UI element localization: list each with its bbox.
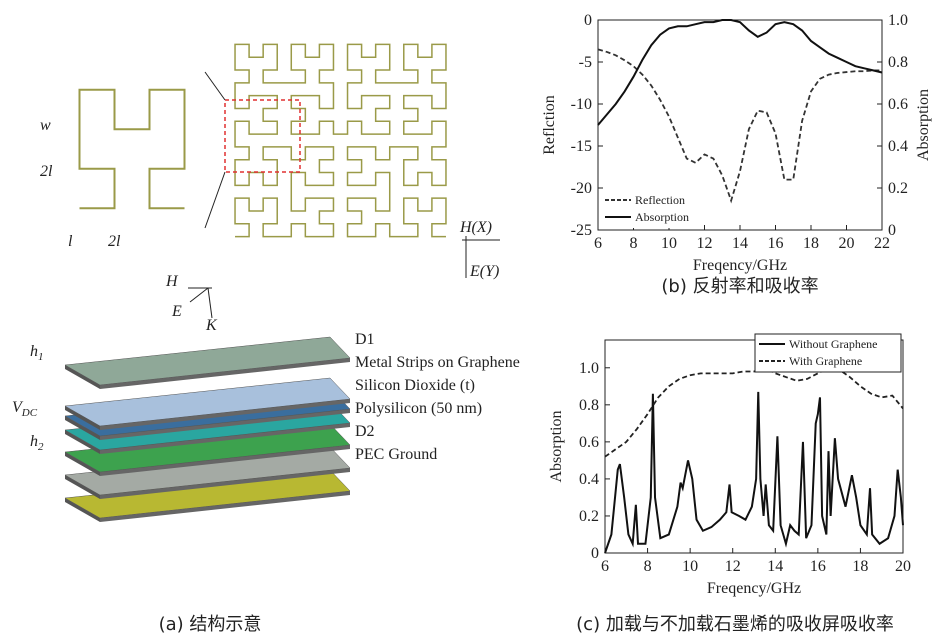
dim-label: 2l <box>108 233 121 250</box>
layer <box>64 377 351 427</box>
zoom-line <box>204 71 226 101</box>
layer-side <box>65 475 100 499</box>
y2-tick-label: 0.4 <box>888 138 908 155</box>
y-axis-label: Absorption <box>548 411 565 483</box>
y-tick-label: -20 <box>571 180 592 197</box>
layer-side <box>65 452 100 476</box>
caption: (a) 结构示意 <box>159 614 262 635</box>
series-line <box>597 19 883 126</box>
axis-arrow <box>189 287 209 303</box>
layer-side <box>100 445 350 476</box>
series-line <box>604 366 904 458</box>
y-tick-label: 0 <box>584 12 592 29</box>
x-axis-label: Freqency/GHz <box>693 257 787 274</box>
layer <box>64 336 351 386</box>
y-tick-label: 0.6 <box>579 434 599 451</box>
y2-tick-label: 0.6 <box>888 96 908 113</box>
dim-label: w <box>40 117 51 134</box>
y-tick-label: 0.8 <box>579 397 599 414</box>
x-tick-label: 18 <box>803 235 819 252</box>
layer-stack <box>64 336 351 522</box>
x-axis-label: Freqency/GHz <box>707 580 801 597</box>
layer-side <box>65 416 100 440</box>
layer-label: D2 <box>355 423 375 440</box>
x-tick-label: 22 <box>874 235 890 252</box>
legend-label: Absorption <box>635 210 689 224</box>
x-tick-label: 20 <box>839 235 855 252</box>
y2-tick-label: 0.8 <box>888 54 908 71</box>
x-tick-label: 16 <box>810 558 826 575</box>
y2-tick-label: 1.0 <box>888 12 908 29</box>
legend-label: Reflection <box>635 193 685 207</box>
y-tick-label: -10 <box>571 96 592 113</box>
layer-side <box>65 498 100 522</box>
x-tick-label: 12 <box>697 235 713 252</box>
y-tick-label: -5 <box>579 54 592 71</box>
axis-arrow <box>207 287 213 319</box>
y-tick-label: 0 <box>591 545 599 562</box>
y-tick-label: -25 <box>571 222 592 239</box>
layer-side <box>65 406 100 430</box>
y-tick-label: 0.2 <box>579 508 599 525</box>
dim-label: h2 <box>30 433 44 453</box>
x-tick-label: 20 <box>895 558 911 575</box>
layer-side <box>100 468 350 499</box>
dim-label: VDC <box>12 399 38 419</box>
layer-side <box>65 430 100 454</box>
x-tick-label: 10 <box>682 558 698 575</box>
y2-tick-label: 0 <box>888 222 896 239</box>
vec-label: E <box>171 303 182 320</box>
axis-label: H(X) <box>459 219 492 236</box>
y-tick-label: 0.4 <box>579 471 599 488</box>
layer-side <box>100 423 350 454</box>
layer-side <box>100 491 350 522</box>
layer-label: Silicon Dioxide (t) <box>355 377 475 394</box>
x-tick-label: 10 <box>661 235 677 252</box>
layer-side <box>100 409 350 440</box>
y-tick-label: -15 <box>571 138 592 155</box>
zoom-box <box>224 99 301 173</box>
hilbert-curve <box>78 88 186 210</box>
layer-label: Metal Strips on Graphene <box>355 354 520 371</box>
hilbert-curve <box>234 43 447 238</box>
legend-box <box>601 190 697 228</box>
legend-label: With Graphene <box>789 354 862 368</box>
layer-label: D1 <box>355 331 375 348</box>
layer-side <box>65 365 100 389</box>
dim-label: 2l <box>40 163 53 180</box>
y-tick-label: 1.0 <box>579 360 599 377</box>
x-tick-label: 14 <box>732 235 748 252</box>
series-line <box>604 391 904 554</box>
x-tick-label: 8 <box>630 235 638 252</box>
layer-label: PEC Ground <box>355 446 437 463</box>
x-tick-label: 8 <box>644 558 652 575</box>
legend-box <box>754 333 902 373</box>
caption: (b) 反射率和吸收率 <box>661 276 818 297</box>
vec-label: K <box>205 317 218 334</box>
vec-label: H <box>165 273 179 290</box>
layer-side <box>100 358 350 389</box>
y2-tick-label: 0.2 <box>888 180 908 197</box>
series-line <box>597 48 882 204</box>
y2-axis-label: Absorption <box>915 89 932 161</box>
x-tick-label: 12 <box>725 558 741 575</box>
x-tick-label: 18 <box>852 558 868 575</box>
x-tick-label: 6 <box>601 558 609 575</box>
caption: (c) 加载与不加载石墨烯的吸收屏吸收率 <box>576 614 894 635</box>
layer-side <box>100 399 350 430</box>
dim-label: h1 <box>30 343 44 363</box>
x-tick-label: 6 <box>594 235 602 252</box>
x-tick-label: 14 <box>767 558 783 575</box>
x-tick-label: 16 <box>768 235 784 252</box>
plot-frame <box>604 339 904 554</box>
legend-label: Without Graphene <box>789 337 878 351</box>
layer-label: Polysilicon (50 nm) <box>355 400 482 417</box>
zoom-line <box>204 171 226 229</box>
fractal-pattern <box>78 43 447 238</box>
dim-label: l <box>68 233 73 250</box>
axis-label: E(Y) <box>469 263 499 280</box>
y-axis-label: Reflction <box>541 95 558 155</box>
